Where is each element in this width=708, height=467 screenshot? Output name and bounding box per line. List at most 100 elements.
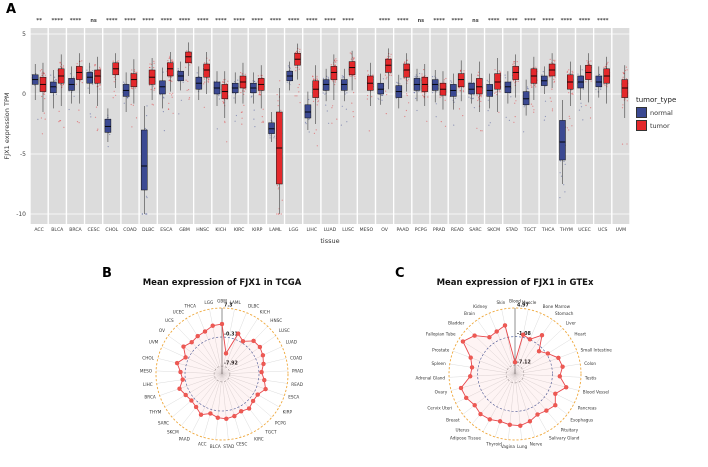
svg-text:****: **** [288, 18, 300, 24]
svg-text:ns: ns [472, 18, 479, 24]
svg-text:LAML: LAML [269, 227, 282, 233]
svg-text:CHOL: CHOL [105, 227, 118, 233]
svg-text:****: **** [306, 18, 318, 24]
svg-text:****: **** [579, 18, 591, 24]
svg-text:LGG: LGG [204, 300, 213, 305]
svg-text:THYM: THYM [149, 410, 162, 415]
svg-text:LIHC: LIHC [307, 227, 318, 233]
svg-text:MESO: MESO [140, 369, 153, 374]
svg-text:LAML: LAML [230, 300, 242, 305]
svg-text:COAD: COAD [123, 227, 137, 233]
svg-text:SKCM: SKCM [167, 430, 179, 435]
svg-text:****: **** [233, 18, 245, 24]
svg-text:PCPG: PCPG [275, 420, 286, 425]
svg-text:Brain: Brain [464, 311, 475, 316]
legend-entry-normal: normal [636, 107, 676, 118]
svg-text:UCEC: UCEC [173, 310, 185, 315]
normal-color-swatch [636, 107, 647, 118]
svg-text:****: **** [433, 18, 445, 24]
svg-text:UCS: UCS [165, 318, 174, 323]
svg-text:ESCA: ESCA [160, 227, 173, 233]
svg-text:Breast: Breast [446, 417, 460, 422]
svg-text:SKCM: SKCM [487, 227, 500, 233]
svg-text:SARC: SARC [158, 420, 169, 425]
svg-text:FJX1 expression TPM: FJX1 expression TPM [3, 93, 11, 160]
svg-text:****: **** [561, 18, 573, 24]
svg-text:PCPG: PCPG [415, 227, 428, 233]
svg-text:THCA: THCA [541, 227, 555, 233]
svg-text:Colon: Colon [584, 361, 596, 366]
svg-text:COAD: COAD [290, 355, 302, 360]
svg-text:HNSC: HNSC [196, 227, 209, 233]
svg-text:tissue: tissue [320, 237, 339, 245]
svg-text:LUAD: LUAD [286, 339, 297, 344]
svg-text:PRAD: PRAD [433, 227, 446, 233]
svg-text:Pancreas: Pancreas [578, 405, 597, 410]
svg-text:STAD: STAD [223, 444, 234, 449]
svg-text:****: **** [542, 18, 554, 24]
svg-text:ACC: ACC [198, 442, 207, 447]
svg-text:GBM: GBM [217, 299, 227, 304]
svg-text:Thyroid: Thyroid [485, 441, 502, 446]
svg-text:PAAD: PAAD [397, 227, 410, 233]
svg-text:THCA: THCA [184, 304, 197, 309]
svg-text:****: **** [324, 18, 336, 24]
svg-text:Salivary Gland: Salivary Gland [549, 436, 580, 441]
svg-text:****: **** [342, 18, 354, 24]
svg-text:0: 0 [22, 91, 26, 98]
svg-text:Vagina: Vagina [501, 444, 516, 449]
svg-text:UVM: UVM [149, 339, 159, 344]
svg-text:TGCT: TGCT [264, 430, 277, 435]
svg-text:****: **** [379, 18, 391, 24]
svg-text:ns: ns [418, 18, 425, 24]
svg-text:****: **** [506, 18, 518, 24]
svg-text:UVM: UVM [616, 227, 627, 233]
svg-text:Nerve: Nerve [530, 441, 543, 446]
svg-text:-0.31: -0.31 [224, 332, 238, 338]
svg-text:Adrenal Gland: Adrenal Gland [415, 375, 445, 380]
svg-text:Lung: Lung [517, 444, 528, 449]
svg-text:DLBC: DLBC [142, 227, 154, 233]
radar-tcga-title: Mean expression of FJX1 in TCGA [142, 278, 302, 288]
svg-text:LUSC: LUSC [342, 227, 354, 233]
svg-text:TGCT: TGCT [523, 227, 537, 233]
svg-text:Stomach: Stomach [555, 311, 574, 316]
svg-text:Blood: Blood [509, 299, 521, 304]
svg-text:Bladder: Bladder [448, 320, 464, 325]
svg-text:PAAD: PAAD [179, 437, 190, 442]
svg-text:****: **** [252, 18, 264, 24]
svg-text:DLBC: DLBC [248, 304, 259, 309]
radar-gtex-title: Mean expression of FJX1 in GTEx [436, 278, 594, 288]
svg-text:OV: OV [159, 328, 165, 333]
svg-text:LGG: LGG [289, 227, 299, 233]
svg-text:PRAD: PRAD [292, 369, 303, 374]
svg-text:BLCA: BLCA [210, 444, 221, 449]
svg-text:KIRP: KIRP [283, 410, 293, 415]
svg-text:****: **** [124, 18, 136, 24]
svg-text:****: **** [52, 18, 64, 24]
svg-text:****: **** [179, 18, 191, 24]
svg-text:BRCA: BRCA [69, 227, 82, 233]
svg-text:Liver: Liver [566, 320, 577, 325]
legend-label-tumor: tumor [650, 121, 670, 130]
svg-text:****: **** [597, 18, 609, 24]
svg-text:Pituitary: Pituitary [561, 428, 579, 433]
svg-text:KIRC: KIRC [254, 437, 264, 442]
svg-text:****: **** [142, 18, 154, 24]
svg-text:Prostate: Prostate [432, 348, 450, 353]
svg-text:STAD: STAD [506, 227, 519, 233]
svg-text:4.97: 4.97 [517, 303, 529, 309]
svg-text:Adipose Tissue: Adipose Tissue [450, 436, 482, 441]
svg-text:-10: -10 [16, 211, 26, 218]
svg-text:**: ** [36, 18, 42, 24]
svg-text:Skin: Skin [496, 300, 505, 305]
panel-b-label: B [102, 266, 112, 281]
panel-a-label: A [6, 2, 17, 17]
boxplot-legend: tumor_type normal tumor [636, 96, 676, 133]
svg-text:UCS: UCS [598, 227, 608, 233]
svg-text:-5: -5 [20, 151, 26, 158]
svg-text:-7.12: -7.12 [517, 360, 531, 366]
svg-text:CHOL: CHOL [142, 355, 154, 360]
svg-text:Kidney: Kidney [473, 304, 488, 309]
